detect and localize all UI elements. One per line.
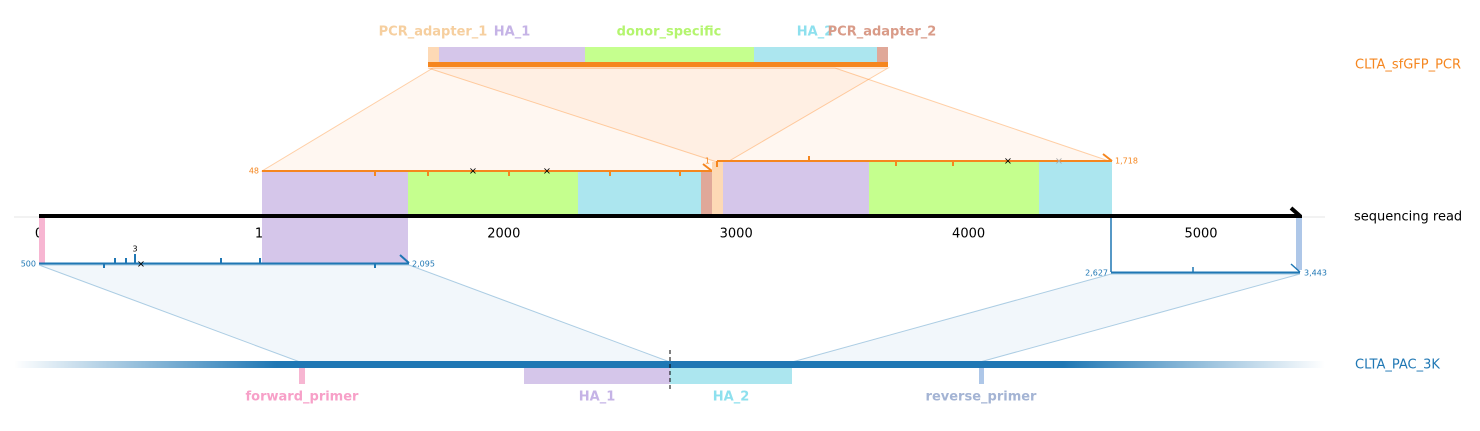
read-label: sequencing read (1354, 210, 1462, 225)
projections (38, 67, 1301, 363)
target: forward_primer HA_1 HA_2 reverse_primer … (14, 350, 1440, 405)
feature-label: PCR_adapter_2 (828, 25, 937, 40)
feature-label: HA_2 (713, 390, 750, 405)
svg-text:×: × (1004, 156, 1012, 167)
align-end: 2,095 (412, 260, 435, 269)
target-name: CLTA_PAC_3K (1355, 358, 1440, 373)
donor-alignments: × × 48 1,980 × × 1 1,718 (249, 153, 1138, 216)
feature-label: HA_1 (579, 390, 616, 405)
feature-label: donor_specific (617, 25, 722, 40)
align-start: 1 (705, 157, 710, 166)
svg-text:×: × (1055, 156, 1063, 167)
align-start: 2,627 (1085, 269, 1108, 278)
svg-text:×: × (543, 166, 551, 177)
align-end: 3,443 (1304, 269, 1327, 278)
svg-text:×: × (469, 166, 477, 177)
x-tick-label: 2000 (487, 227, 520, 242)
donor-name: CLTA_sfGFP_PCR (1355, 58, 1461, 73)
donor: PCR_adapter_1 HA_1 donor_specific HA_2 P… (379, 25, 1461, 73)
align-start: 48 (249, 167, 259, 176)
align-start: 500 (21, 260, 36, 269)
feature-label: HA_2 (797, 25, 834, 40)
feature-label: HA_1 (494, 25, 531, 40)
x-tick-label: 3000 (720, 227, 753, 242)
target-alignments: × 3 500 2,095 2,627 3,443 (21, 218, 1327, 278)
feature-label: forward_primer (246, 390, 360, 405)
svg-text:×: × (137, 259, 145, 270)
x-tick-label: 5000 (1184, 227, 1217, 242)
x-tick-label: 4000 (952, 227, 985, 242)
insertion-label: 3 (132, 245, 137, 254)
feature-label: PCR_adapter_1 (379, 25, 488, 40)
feature-label: reverse_primer (926, 390, 1038, 405)
align-end: 1,718 (1115, 157, 1138, 166)
